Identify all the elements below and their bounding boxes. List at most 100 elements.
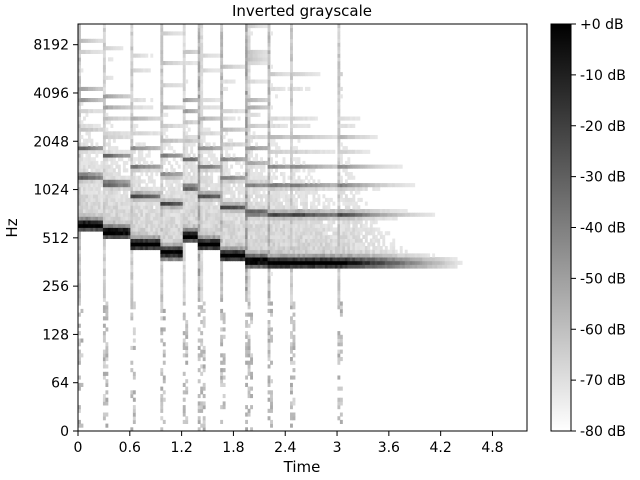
- spectrogram-cell: [135, 175, 139, 180]
- spectrogram-cell: [257, 190, 261, 195]
- spectrogram-cell: [92, 127, 96, 132]
- spectrogram-cell: [132, 216, 136, 221]
- spectrogram-cell: [200, 94, 204, 99]
- spectrogram-cell: [262, 79, 266, 84]
- spectrogram-cell: [225, 197, 229, 202]
- spectrogram-cell: [265, 24, 268, 29]
- spectrogram-cell: [247, 105, 251, 110]
- spectrogram-cell: [362, 164, 366, 169]
- spectrogram-cell: [150, 223, 154, 228]
- spectrogram-cell: [272, 246, 276, 251]
- spectrogram-cell: [354, 223, 358, 228]
- spectrogram-cell: [92, 109, 96, 114]
- spectrogram-cell: [290, 290, 293, 295]
- spectrogram-cell: [92, 186, 96, 191]
- spectrogram-cell: [334, 242, 338, 247]
- spectrogram-cell: [347, 216, 351, 221]
- spectrogram-cell: [220, 205, 224, 210]
- spectrogram-cell: [142, 246, 146, 251]
- spectrogram-cell: [187, 216, 191, 221]
- spectrogram-cell: [277, 86, 281, 91]
- spectrogram-cell: [207, 183, 211, 188]
- spectrogram-cell: [227, 172, 231, 177]
- spectrogram-cell: [175, 61, 179, 66]
- spectrogram-cell: [170, 209, 174, 214]
- spectrogram-cell: [222, 109, 226, 114]
- spectrogram-cell: [245, 38, 249, 43]
- spectrogram-cell: [270, 160, 273, 165]
- spectrogram-cell: [292, 238, 296, 243]
- spectrogram-cell: [175, 220, 179, 225]
- spectrogram-cell: [452, 264, 456, 269]
- spectrogram-cell: [220, 31, 224, 36]
- spectrogram-cell: [205, 105, 209, 110]
- spectrogram-cell: [107, 172, 111, 177]
- spectrogram-cell: [185, 194, 189, 199]
- spectrogram-cell: [245, 68, 249, 73]
- spectrogram-cell: [200, 264, 204, 269]
- spectrogram-cell: [200, 86, 204, 91]
- spectrogram-cell: [112, 209, 116, 214]
- spectrogram-cell: [270, 242, 273, 247]
- spectrogram-cell: [122, 190, 126, 195]
- spectrogram-cell: [295, 227, 298, 232]
- spectrogram-cell: [160, 94, 164, 99]
- spectrogram-cell: [170, 205, 174, 210]
- spectrogram-cell: [374, 209, 378, 214]
- spectrogram-cell: [182, 194, 186, 199]
- spectrogram-cell: [105, 105, 109, 110]
- spectrogram-cell: [247, 194, 251, 199]
- spectrogram-cell: [102, 234, 106, 239]
- spectrogram-cell: [167, 220, 171, 225]
- spectrogram-cell: [200, 260, 204, 265]
- spectrogram-cell: [87, 205, 91, 210]
- spectrogram-cell: [220, 238, 224, 243]
- spectrogram-cell: [245, 201, 249, 206]
- spectrogram-cell: [332, 186, 336, 191]
- spectrogram-cell: [165, 231, 169, 236]
- spectrogram-cell: [137, 160, 141, 165]
- spectrogram-cell: [322, 212, 326, 217]
- spectrogram-cell: [372, 249, 376, 254]
- spectrogram-cell: [257, 216, 261, 221]
- spectrogram-cell: [404, 183, 408, 188]
- spectrogram-cell: [295, 231, 298, 236]
- spectrogram-cell: [220, 264, 224, 269]
- spectrogram-cell: [275, 238, 278, 243]
- spectrogram-cell: [210, 231, 214, 236]
- spectrogram-cell: [412, 212, 416, 217]
- spectrogram-cell: [292, 201, 296, 206]
- spectrogram-cell: [195, 231, 199, 236]
- spectrogram-cell: [177, 105, 181, 110]
- spectrogram-cell: [210, 157, 214, 162]
- spectrogram-cell: [180, 194, 184, 199]
- spectrogram-cell: [172, 138, 176, 143]
- spectrogram-cell: [182, 112, 186, 117]
- spectrogram-cell: [304, 246, 308, 251]
- spectrogram-cell: [290, 220, 293, 225]
- spectrogram-cell: [285, 246, 288, 251]
- spectrogram-cell: [165, 209, 169, 214]
- spectrogram-cell: [297, 249, 301, 254]
- spectrogram-cell: [140, 190, 144, 195]
- spectrogram-cell: [332, 164, 336, 169]
- spectrogram-cell: [247, 364, 251, 369]
- spectrogram-cell: [265, 220, 268, 225]
- spectrogram-cell: [135, 216, 139, 221]
- spectrogram-cell: [230, 231, 234, 236]
- y-tick-label: 2048: [33, 134, 69, 150]
- spectrogram-cell: [227, 116, 231, 121]
- spectrogram-cell: [357, 253, 361, 258]
- spectrogram-cell: [344, 238, 348, 243]
- spectrogram-cell: [200, 105, 204, 110]
- spectrogram-cell: [90, 223, 94, 228]
- spectrogram-cell: [247, 353, 251, 358]
- spectrogram-cell: [272, 86, 276, 91]
- spectrogram-cell: [202, 216, 206, 221]
- spectrogram-cell: [95, 160, 99, 165]
- spectrogram-cell: [270, 190, 273, 195]
- spectrogram-cell: [167, 257, 171, 262]
- spectrogram-cell: [212, 227, 216, 232]
- spectrogram-cell: [220, 53, 224, 58]
- spectrogram-cell: [102, 27, 106, 32]
